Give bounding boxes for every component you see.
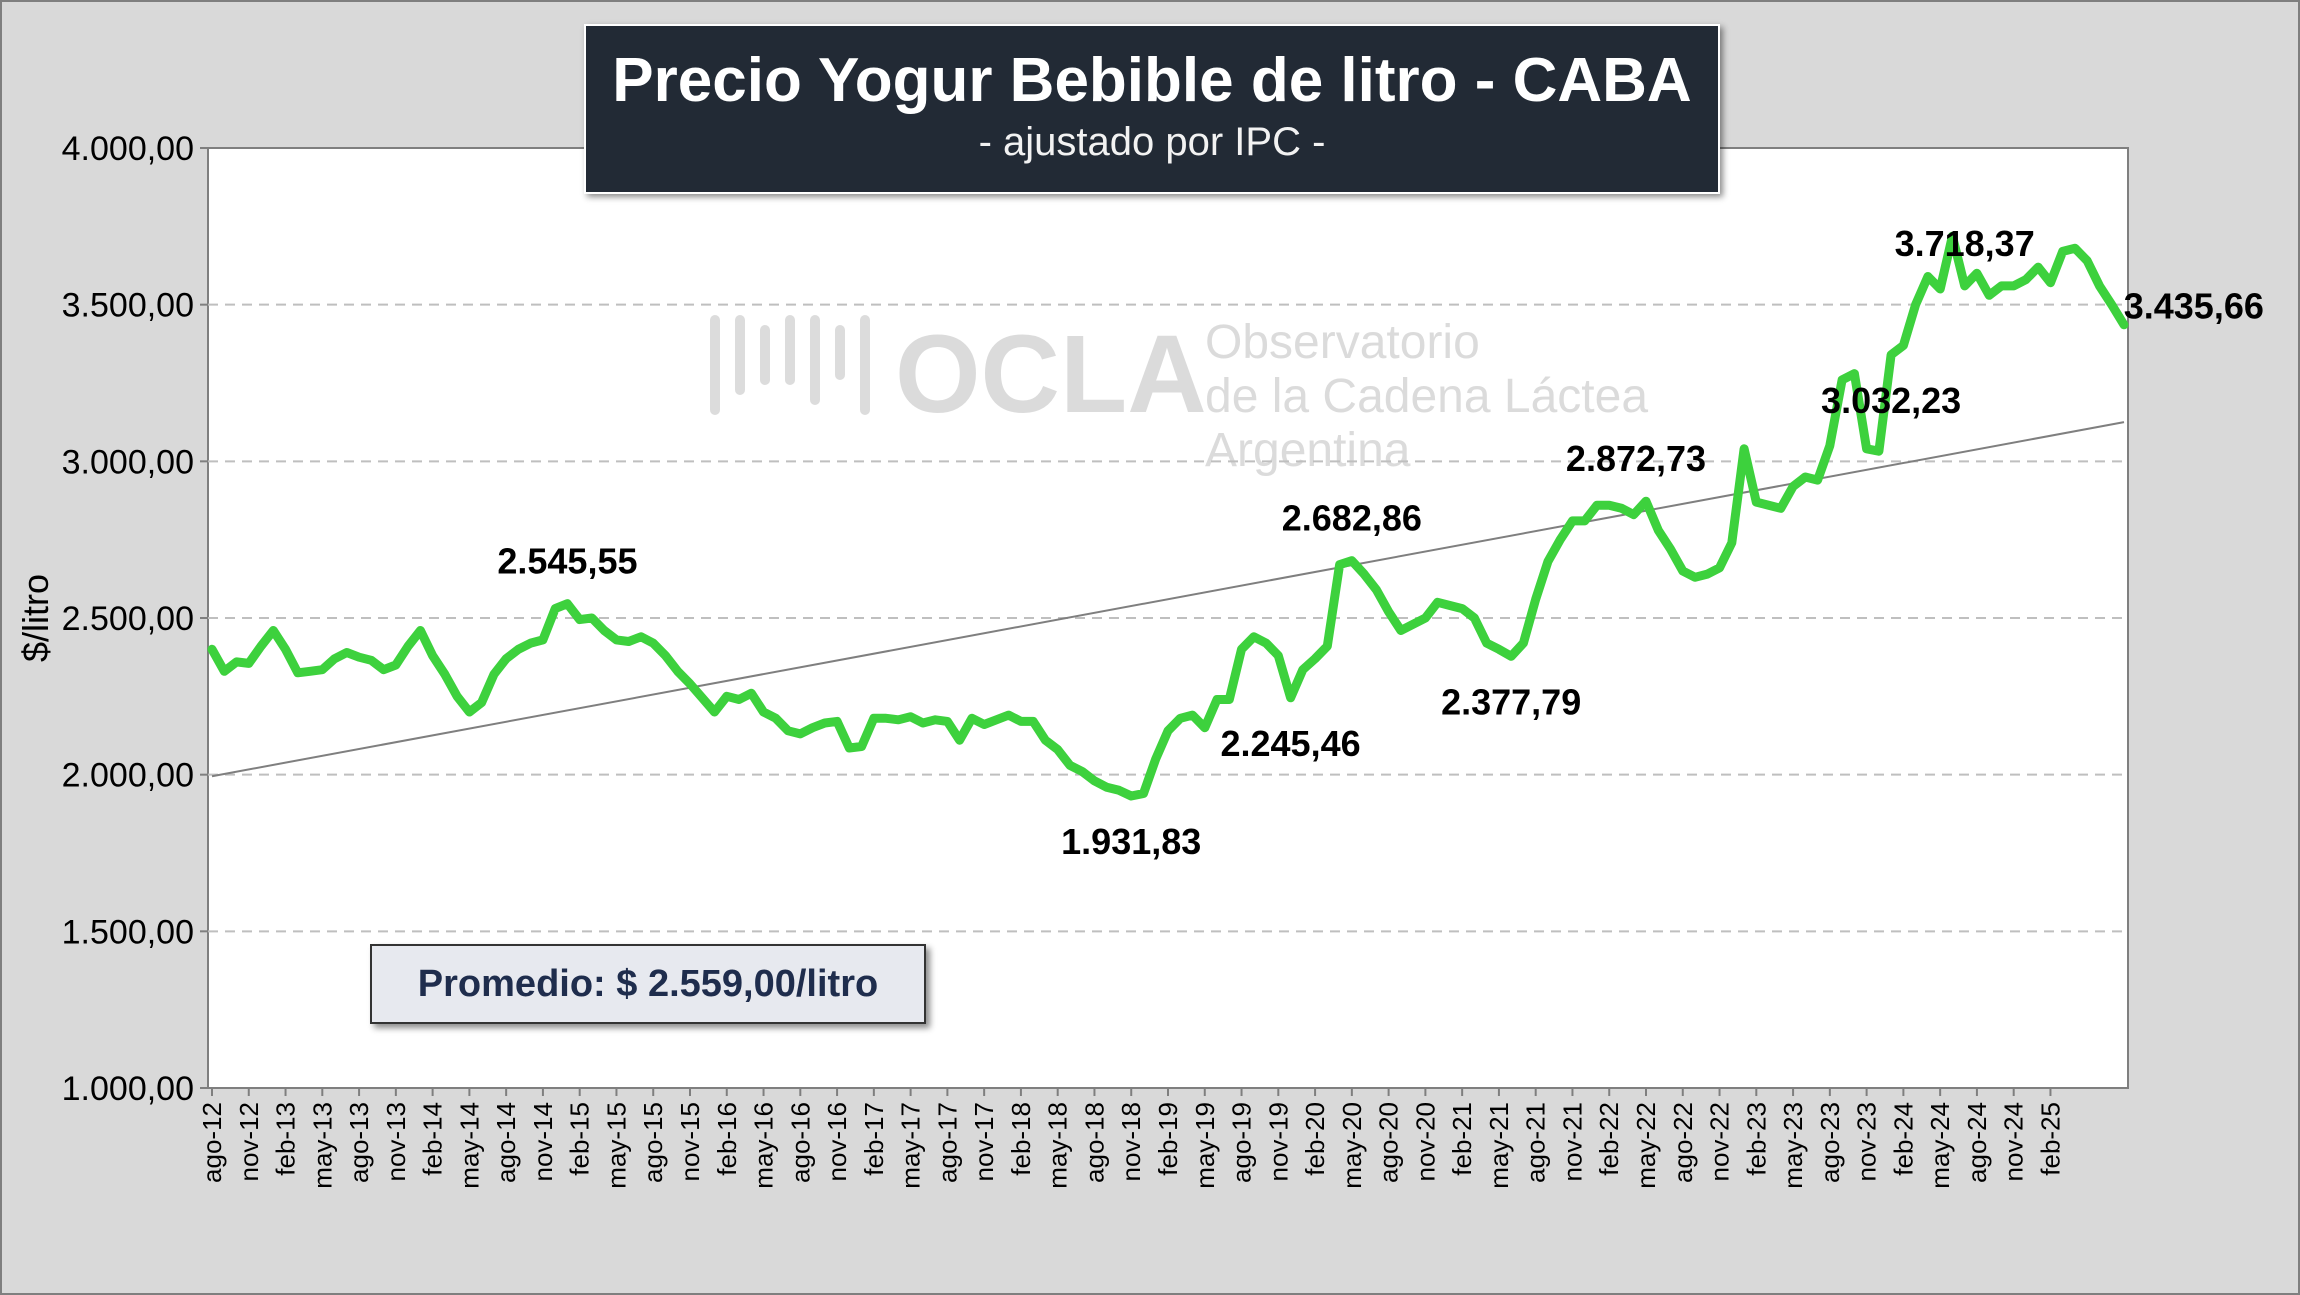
x-tick-label: nov-18 bbox=[1116, 1102, 1146, 1182]
watermark-line-3: Argentina bbox=[1205, 424, 1411, 477]
x-tick-label: may-19 bbox=[1190, 1102, 1220, 1189]
x-tick-label: nov-20 bbox=[1410, 1102, 1440, 1182]
chart-title: Precio Yogur Bebible de litro - CABA bbox=[612, 46, 1692, 115]
x-tick-label: ago-18 bbox=[1079, 1102, 1109, 1183]
average-annotation: Promedio: $ 2.559,00/litro bbox=[370, 944, 926, 1024]
x-tick-label: nov-17 bbox=[969, 1102, 999, 1182]
data-label: 3.718,37 bbox=[1895, 223, 2035, 264]
x-tick-label: nov-13 bbox=[381, 1102, 411, 1182]
x-tick-label: feb-15 bbox=[565, 1102, 595, 1176]
x-tick-label: nov-22 bbox=[1705, 1102, 1735, 1182]
ocla-logo-icon bbox=[710, 315, 870, 415]
x-tick-label: ago-16 bbox=[785, 1102, 815, 1183]
x-tick-label: may-13 bbox=[307, 1102, 337, 1189]
gridlines bbox=[208, 303, 2128, 933]
y-tick-label: 2.500,00 bbox=[62, 600, 194, 638]
y-tick-label: 2.000,00 bbox=[62, 757, 194, 795]
x-tick-label: ago-23 bbox=[1815, 1102, 1845, 1183]
x-tick-label: may-21 bbox=[1484, 1102, 1514, 1189]
x-tick-label: ago-12 bbox=[197, 1102, 227, 1183]
x-tick-label: may-16 bbox=[749, 1102, 779, 1189]
x-axis-ticks: ago-12 nov-12 feb-13 may-13 ago-13 nov-13 feb-… bbox=[197, 1088, 2065, 1189]
x-tick-label: feb-25 bbox=[2035, 1102, 2065, 1176]
watermark-line-1: Observatorio bbox=[1205, 316, 1480, 369]
x-tick-label: ago-24 bbox=[1962, 1102, 1992, 1183]
x-tick-label: feb-18 bbox=[1006, 1102, 1036, 1176]
x-tick-label: may-14 bbox=[454, 1102, 484, 1189]
data-label: 2.245,46 bbox=[1220, 723, 1360, 764]
x-tick-label: feb-22 bbox=[1594, 1102, 1624, 1176]
data-label: 2.682,86 bbox=[1282, 498, 1422, 539]
x-tick-label: ago-22 bbox=[1668, 1102, 1698, 1183]
y-tick-label: 3.000,00 bbox=[62, 443, 194, 481]
x-tick-label: nov-23 bbox=[1852, 1102, 1882, 1182]
ocla-watermark: OCLA Observatorio de la Cadena Láctea Ar… bbox=[710, 313, 1648, 477]
x-tick-label: may-24 bbox=[1925, 1102, 1955, 1189]
x-tick-label: may-17 bbox=[896, 1102, 926, 1189]
data-label: 3.435,66 bbox=[2124, 286, 2264, 327]
watermark-line-2: de la Cadena Láctea bbox=[1205, 370, 1648, 423]
chart-subtitle: - ajustado por IPC - bbox=[978, 120, 1326, 164]
x-tick-label: ago-17 bbox=[932, 1102, 962, 1183]
data-label: 2.545,55 bbox=[497, 541, 637, 582]
y-axis-label: $/litro bbox=[15, 574, 56, 662]
x-tick-label: feb-16 bbox=[712, 1102, 742, 1176]
x-tick-label: feb-19 bbox=[1153, 1102, 1183, 1176]
x-tick-label: may-15 bbox=[601, 1102, 631, 1189]
x-tick-label: may-20 bbox=[1337, 1102, 1367, 1189]
y-tick-label: 4.000,00 bbox=[62, 130, 194, 168]
y-tick-label: 1.500,00 bbox=[62, 913, 194, 951]
x-tick-label: feb-23 bbox=[1741, 1102, 1771, 1176]
x-tick-label: ago-19 bbox=[1227, 1102, 1257, 1183]
x-tick-label: nov-15 bbox=[675, 1102, 705, 1182]
x-tick-label: feb-13 bbox=[271, 1102, 301, 1176]
x-tick-label: feb-14 bbox=[418, 1102, 448, 1176]
x-tick-label: feb-20 bbox=[1300, 1102, 1330, 1176]
data-label: 2.377,79 bbox=[1441, 681, 1581, 722]
watermark-logo-text: OCLA bbox=[895, 313, 1207, 436]
x-tick-label: ago-21 bbox=[1521, 1102, 1551, 1183]
x-tick-label: ago-15 bbox=[638, 1102, 668, 1183]
x-tick-label: ago-20 bbox=[1374, 1102, 1404, 1183]
x-tick-label: feb-24 bbox=[1888, 1102, 1918, 1176]
x-tick-label: nov-16 bbox=[822, 1102, 852, 1182]
x-tick-label: nov-14 bbox=[528, 1102, 558, 1182]
y-axis-ticks: 1.000,00 1.500,00 2.000,00 2.500,00 3.000,00… bbox=[62, 130, 208, 1108]
y-tick-label: 1.000,00 bbox=[62, 1070, 194, 1108]
x-tick-label: feb-21 bbox=[1447, 1102, 1477, 1176]
data-label: 2.872,73 bbox=[1566, 438, 1706, 479]
chart-title-box: Precio Yogur Bebible de litro - CABA - a… bbox=[584, 24, 1720, 194]
data-label: 1.931,83 bbox=[1061, 821, 1201, 862]
x-tick-label: nov-19 bbox=[1263, 1102, 1293, 1182]
data-label: 3.032,23 bbox=[1821, 380, 1961, 421]
x-tick-label: may-22 bbox=[1631, 1102, 1661, 1189]
y-tick-label: 3.500,00 bbox=[62, 287, 194, 325]
data-labels: 2.545,55 1.931,83 2.245,46 2.682,86 2.377,79… bbox=[497, 223, 2264, 862]
x-tick-label: may-18 bbox=[1043, 1102, 1073, 1189]
x-tick-label: ago-14 bbox=[491, 1102, 521, 1183]
series-line bbox=[207, 231, 2129, 801]
x-tick-label: nov-24 bbox=[1999, 1102, 2029, 1182]
x-tick-label: feb-17 bbox=[859, 1102, 889, 1176]
x-tick-label: nov-21 bbox=[1557, 1102, 1587, 1182]
x-tick-label: may-23 bbox=[1778, 1102, 1808, 1189]
x-tick-label: nov-12 bbox=[234, 1102, 264, 1182]
x-tick-label: ago-13 bbox=[344, 1102, 374, 1183]
